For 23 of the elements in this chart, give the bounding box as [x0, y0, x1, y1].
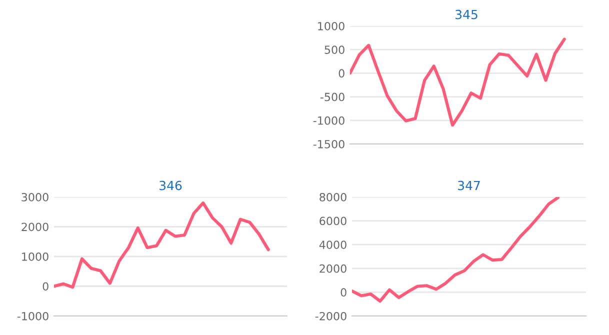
y-tick-label: -1500: [313, 140, 344, 148]
y-tick-label: 4000: [319, 240, 346, 249]
chart-title: 346: [160, 180, 182, 190]
y-tick-label: 2000: [22, 222, 48, 232]
y-tick-label: 6000: [320, 216, 346, 226]
line-series: [350, 38, 566, 127]
y-tick-label: -2000: [315, 312, 346, 320]
chart-title: 345: [456, 10, 478, 20]
y-tick-label: 0: [340, 288, 346, 297]
y-tick-label: 8000: [320, 192, 346, 202]
y-tick-label: 0: [42, 282, 48, 291]
line-series: [352, 197, 560, 303]
y-tick-label: -1000: [17, 312, 48, 320]
y-tick-label: 2000: [320, 264, 346, 273]
y-tick-label: 3000: [22, 192, 48, 202]
y-tick-label: 1000: [318, 22, 344, 30]
line-series: [54, 201, 270, 289]
y-tick-label: 0: [338, 69, 344, 78]
y-tick-label: 1000: [22, 252, 48, 261]
y-tick-label: -1000: [313, 116, 344, 125]
y-tick-label: -500: [320, 92, 344, 102]
y-tick-label: 500: [324, 46, 344, 54]
chart-title: 347: [458, 180, 480, 190]
